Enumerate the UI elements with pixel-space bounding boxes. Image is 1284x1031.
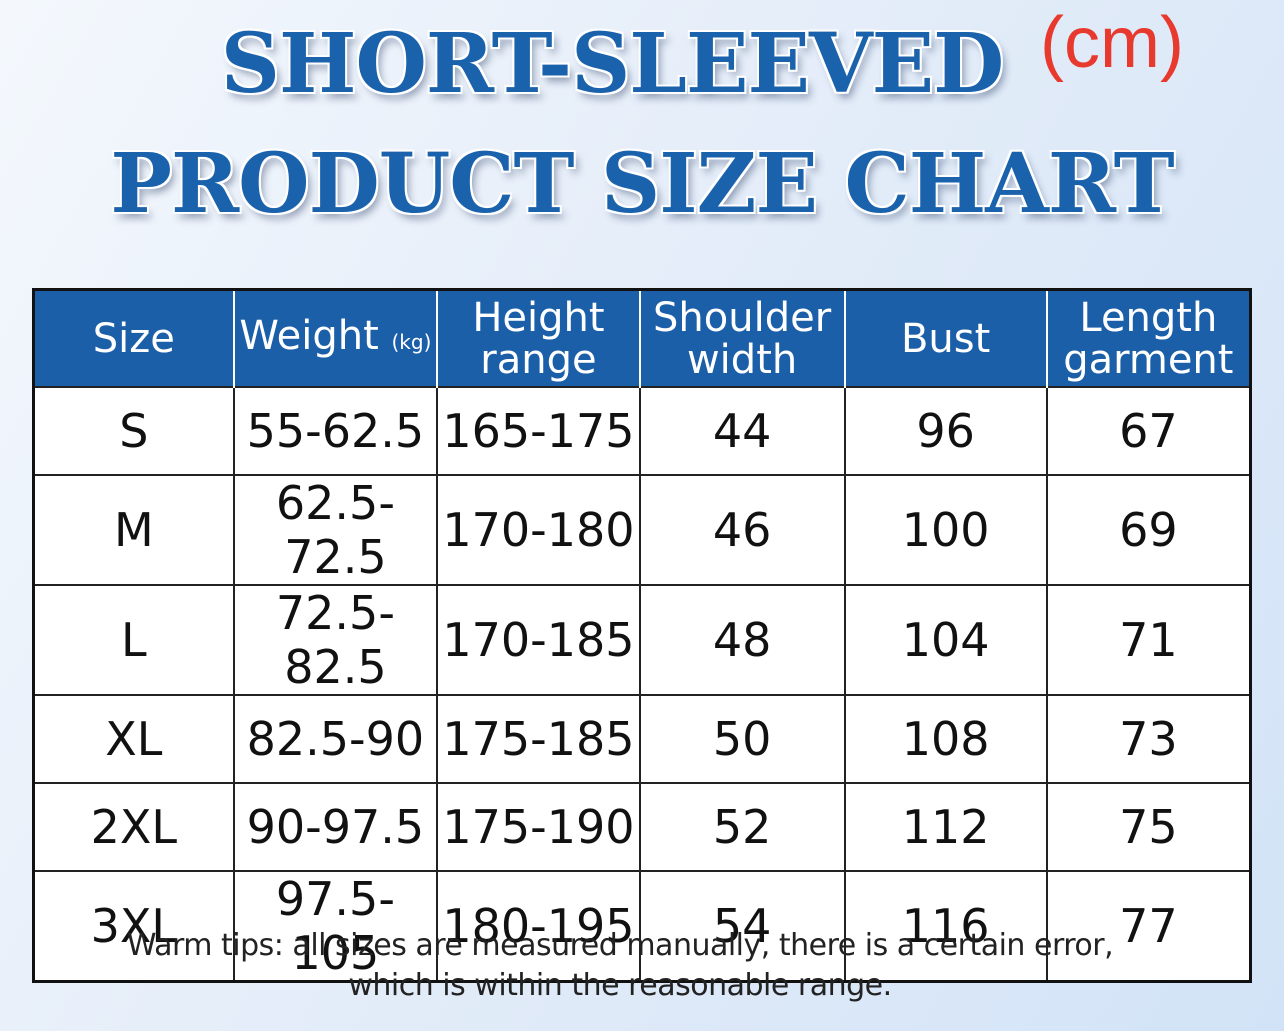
table-cell: 170-180 [436, 474, 641, 586]
table-cell: 170-185 [436, 584, 641, 696]
column-header: Height range [436, 289, 640, 387]
table-cell: 3XL [32, 870, 235, 983]
table-cell: 82.5-90 [232, 694, 439, 784]
table-cell: 90-97.5 [232, 782, 439, 872]
table-cell: 108 [843, 694, 1048, 784]
table-cell: 67 [1045, 386, 1252, 476]
title-line: PRODUCT SIZE CHART [110, 136, 1174, 232]
table-cell: 75 [1045, 782, 1252, 872]
table-cell: M [32, 474, 235, 586]
table-cell: 73 [1045, 694, 1252, 784]
table-cell: 44 [638, 386, 846, 476]
table-body: S 55-62.5 165-175 44 96 67 M 62.5-72.5 170-180 46… [32, 386, 1252, 983]
table-cell: 97.5-105 [232, 870, 439, 983]
table-cell: 116 [843, 870, 1048, 983]
table-row: XL 82.5-90 175-185 50 108 73 [32, 694, 1252, 784]
header-text: Weight [239, 312, 379, 359]
table-cell: 71 [1045, 584, 1252, 696]
table-row: 2XL 90-97.5 175-190 52 112 75 [32, 782, 1252, 872]
header-text: Size [92, 315, 175, 362]
table-cell: 55-62.5 [232, 386, 439, 476]
table-cell: 54 [638, 870, 846, 983]
header-row: Size Weight (kg) Height range Shoulder widt… [33, 289, 1251, 387]
table-row: L 72.5-82.5 170-185 48 104 71 [32, 584, 1252, 696]
table-cell: 72.5-82.5 [232, 584, 439, 696]
column-header: Bust [843, 289, 1047, 387]
table-cell: 62.5-72.5 [232, 474, 439, 586]
table-cell: 180-195 [436, 870, 641, 983]
header-unit: (kg) [391, 329, 432, 354]
table-cell: 69 [1045, 474, 1252, 586]
table-cell: 165-175 [436, 386, 641, 476]
table-cell: 100 [843, 474, 1048, 586]
title-line: SHORT-SLEEVED [220, 16, 1004, 112]
table-cell: 112 [843, 782, 1048, 872]
table-cell: S [32, 386, 235, 476]
table-row: 3XL 97.5-105 180-195 54 116 77 [32, 870, 1252, 983]
table-cell: 52 [638, 782, 846, 872]
table-cell: 77 [1045, 870, 1252, 983]
table-cell: 175-185 [436, 694, 641, 784]
table-cell: 48 [638, 584, 846, 696]
header-text: Bust [900, 315, 991, 362]
table-cell: 50 [638, 694, 846, 784]
table-row: M 62.5-72.5 170-180 46 100 69 [32, 474, 1252, 586]
column-header: Length garment [1045, 289, 1251, 387]
table-cell: 175-190 [436, 782, 641, 872]
table-row: S 55-62.5 165-175 44 96 67 [32, 386, 1252, 476]
unit-label: (cm) [1040, 3, 1184, 83]
header-text: Height range [472, 294, 605, 383]
table-cell: 46 [638, 474, 846, 586]
table-cell: XL [32, 694, 235, 784]
table-cell: 96 [843, 386, 1048, 476]
table-cell: 104 [843, 584, 1048, 696]
column-header: Weight (kg) [232, 289, 438, 387]
tip-line: Warm tips: all sizes are measured manual… [126, 928, 1114, 963]
table-cell: 2XL [32, 782, 235, 872]
size-table: Size Weight (kg) Height range Shoulder widt… [32, 288, 1252, 983]
table-cell: L [32, 584, 235, 696]
header-text: Length garment [1063, 294, 1234, 383]
column-header: Shoulder width [638, 289, 845, 387]
tip-line: which is within the reasonable range. [348, 968, 892, 1003]
column-header: Size [33, 289, 234, 387]
header-text: Shoulder width [653, 294, 832, 383]
